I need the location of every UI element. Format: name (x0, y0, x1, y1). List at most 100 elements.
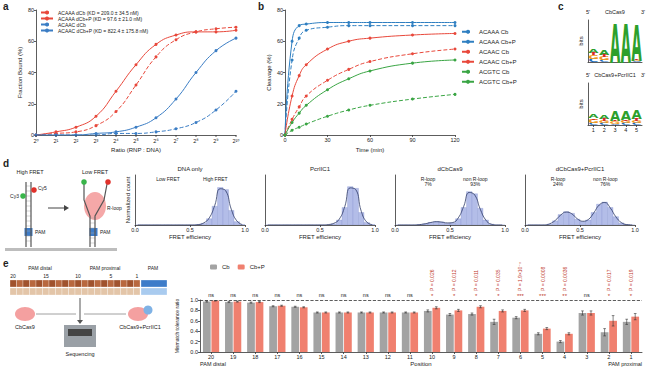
svg-text:6: 6 (519, 354, 522, 360)
svg-text:1.0: 1.0 (371, 227, 379, 233)
svg-text:ns: ns (252, 292, 258, 298)
svg-text:5': 5' (586, 72, 590, 78)
svg-text:18: 18 (252, 354, 258, 360)
svg-text:Normalized count: Normalized count (125, 176, 131, 223)
svg-text:1.0: 1.0 (501, 227, 509, 233)
svg-text:1: 1 (136, 273, 139, 279)
svg-text:20: 20 (277, 101, 283, 107)
svg-text:CbCas9+PcrIIC1: CbCas9+PcrIIC1 (119, 324, 160, 330)
svg-text:CbCas9: CbCas9 (15, 324, 35, 330)
svg-text:40: 40 (277, 70, 283, 76)
svg-text:9: 9 (453, 354, 456, 360)
svg-text:1.0: 1.0 (241, 227, 249, 233)
svg-text:P = 0.0036: P = 0.0036 (562, 267, 568, 291)
svg-text:1.0: 1.0 (190, 297, 198, 303)
svg-text:P = 1.9×10⁻⁵: P = 1.9×10⁻⁵ (517, 262, 523, 291)
svg-text:2⁴: 2⁴ (113, 138, 119, 144)
svg-text:Fraction Bound (%): Fraction Bound (%) (17, 47, 23, 99)
svg-text:76%: 76% (600, 181, 611, 187)
svg-text:ACGTC Cb: ACGTC Cb (479, 69, 510, 75)
svg-text:ns: ns (230, 292, 236, 298)
svg-text:2⁶: 2⁶ (153, 138, 158, 144)
svg-text:CbCas9+PcrIIC1: CbCas9+PcrIIC1 (594, 72, 635, 78)
svg-text:2⁹: 2⁹ (213, 138, 218, 144)
svg-text:***: *** (539, 293, 547, 299)
svg-text:5: 5 (110, 273, 113, 279)
svg-text:bits: bits (578, 36, 584, 45)
svg-text:Cb: Cb (222, 264, 230, 270)
svg-text:ns: ns (274, 292, 280, 298)
svg-text:24%: 24% (553, 181, 564, 187)
svg-text:2: 2 (603, 127, 606, 133)
svg-text:Time (min): Time (min) (356, 147, 384, 153)
svg-text:*: * (630, 293, 633, 299)
svg-text:PAM distal: PAM distal (28, 265, 52, 271)
svg-text:1: 1 (592, 127, 595, 133)
svg-text:ns: ns (297, 292, 303, 298)
svg-text:2³: 2³ (94, 138, 99, 144)
svg-text:0.5: 0.5 (316, 227, 324, 233)
svg-text:ACAAA Cb+P: ACAAA Cb+P (479, 39, 516, 45)
svg-text:A: A (610, 107, 620, 124)
svg-text:2⁵: 2⁵ (133, 138, 138, 144)
svg-text:PAM: PAM (148, 265, 158, 271)
svg-text:40: 40 (28, 70, 34, 76)
svg-text:2: 2 (607, 354, 610, 360)
svg-text:ACAAC Cb: ACAAC Cb (479, 49, 510, 55)
svg-text:P = 0.035: P = 0.035 (495, 269, 501, 291)
svg-text:2²: 2² (74, 138, 79, 144)
svg-text:10: 10 (75, 273, 81, 279)
svg-text:1: 1 (629, 354, 632, 360)
svg-text:ns: ns (208, 292, 214, 298)
svg-text:b: b (258, 1, 264, 12)
svg-text:*: * (431, 293, 434, 299)
svg-text:60: 60 (277, 38, 283, 44)
svg-text:30: 30 (324, 137, 330, 143)
svg-text:ACGTC Cb+P: ACGTC Cb+P (479, 79, 517, 85)
svg-text:ACAAA Cb: ACAAA Cb (479, 29, 509, 35)
svg-text:4: 4 (563, 354, 566, 360)
svg-text:Low FRET: Low FRET (156, 176, 180, 182)
svg-text:90: 90 (409, 137, 415, 143)
svg-text:Mismatch tolerance ratio: Mismatch tolerance ratio (174, 299, 180, 354)
svg-text:PAM proximal: PAM proximal (608, 361, 642, 367)
svg-text:0.0: 0.0 (190, 349, 198, 355)
svg-text:R-loop: R-loop (107, 205, 122, 211)
svg-text:*: * (497, 293, 500, 299)
svg-text:0.6: 0.6 (190, 318, 198, 324)
svg-text:*: * (475, 293, 478, 299)
svg-text:FRET efficiency: FRET efficiency (429, 234, 471, 240)
svg-text:3: 3 (585, 354, 588, 360)
svg-text:0.5: 0.5 (186, 227, 194, 233)
svg-text:2⁸: 2⁸ (193, 138, 198, 144)
svg-text:A: A (621, 108, 632, 123)
svg-text:A: A (588, 48, 598, 54)
svg-text:2¹⁰: 2¹⁰ (232, 138, 240, 144)
svg-text:20: 20 (208, 354, 214, 360)
svg-text:0.0: 0.0 (521, 227, 529, 233)
svg-text:20: 20 (28, 101, 34, 107)
svg-text:A: A (599, 48, 610, 57)
svg-text:0.2: 0.2 (190, 339, 198, 345)
svg-text:2¹: 2¹ (54, 138, 59, 144)
svg-text:Position: Position (410, 361, 431, 367)
svg-text:0.5: 0.5 (576, 227, 584, 233)
svg-text:0.8: 0.8 (190, 307, 198, 313)
svg-text:ns: ns (341, 292, 347, 298)
svg-text:ns: ns (319, 292, 325, 298)
svg-text:ns: ns (385, 292, 391, 298)
svg-text:80: 80 (277, 7, 283, 13)
svg-text:P = 0.0008: P = 0.0008 (540, 267, 546, 291)
svg-text:bits: bits (578, 99, 584, 108)
svg-text:FRET efficiency: FRET efficiency (559, 234, 601, 240)
svg-text:0.4: 0.4 (190, 328, 198, 334)
svg-text:Cy3: Cy3 (10, 193, 19, 199)
svg-text:13: 13 (363, 354, 369, 360)
svg-text:*: * (608, 293, 611, 299)
svg-text:c: c (558, 1, 564, 12)
svg-text:2⁷: 2⁷ (173, 138, 178, 144)
svg-text:*: * (453, 293, 456, 299)
svg-text:d: d (3, 158, 9, 169)
svg-text:A: A (631, 108, 642, 122)
svg-text:PcrIIC1: PcrIIC1 (310, 166, 331, 172)
